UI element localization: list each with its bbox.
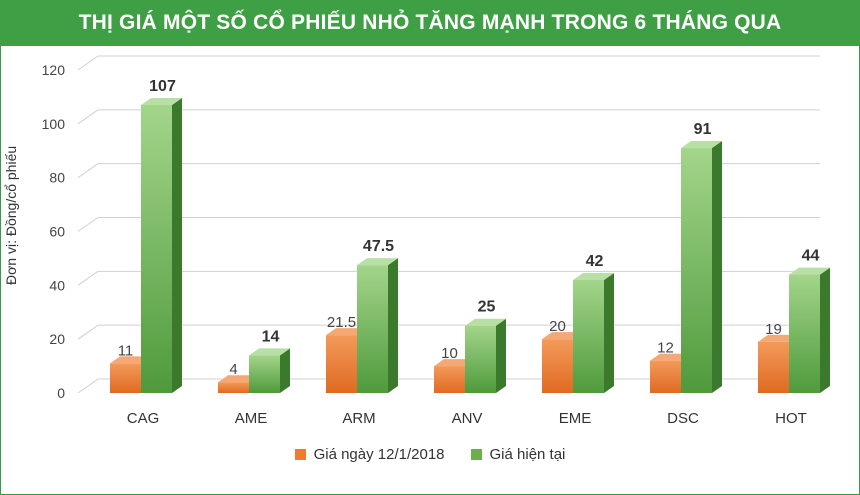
y-tick-label: 100 bbox=[42, 116, 66, 132]
bar-current-dsc-top bbox=[681, 141, 722, 149]
bar-current-anv-top bbox=[465, 318, 506, 326]
legend-swatch-previous bbox=[294, 448, 306, 460]
bar-current-ame-top bbox=[249, 348, 290, 356]
x-tick-label: DSC bbox=[667, 410, 699, 427]
y-tick-label: 60 bbox=[49, 224, 65, 240]
data-label-current: 44 bbox=[802, 248, 820, 265]
bar-current-eme-top bbox=[573, 272, 614, 280]
bar-current-eme bbox=[573, 279, 604, 393]
bar-previous-arm bbox=[326, 335, 357, 393]
bar-previous-eme-top bbox=[542, 332, 583, 340]
bar-current-hot-side bbox=[820, 267, 830, 393]
legend-item-previous: Giá ngày 12/1/2018 bbox=[294, 445, 445, 463]
data-label-previous: 4 bbox=[229, 361, 237, 378]
y-tick-label: 80 bbox=[49, 170, 65, 186]
bar-current-anv bbox=[465, 325, 496, 393]
data-label-previous: 10 bbox=[441, 345, 458, 362]
bar-previous-anv bbox=[434, 366, 465, 393]
bar-current-arm-side bbox=[388, 258, 398, 393]
bar-previous-anv-top bbox=[434, 359, 475, 367]
bar-previous-hot-top bbox=[758, 334, 799, 342]
x-tick-label: HOT bbox=[775, 410, 807, 427]
y-tick-label: 40 bbox=[49, 277, 65, 293]
x-tick-label: ANV bbox=[452, 410, 483, 427]
bars bbox=[110, 97, 830, 393]
bar-current-ame-side bbox=[280, 348, 290, 393]
data-label-current: 42 bbox=[586, 253, 604, 270]
bar-current-eme-side bbox=[604, 272, 614, 393]
bar-previous-cag-top bbox=[110, 356, 151, 364]
grid-diagonal bbox=[77, 55, 99, 71]
legend-item-current: Giá hiện tại bbox=[470, 445, 566, 463]
data-label-previous: 12 bbox=[657, 340, 674, 357]
data-label-previous: 19 bbox=[765, 321, 782, 338]
grid-diagonal bbox=[77, 217, 99, 232]
data-label-previous: 20 bbox=[549, 318, 566, 335]
grid-diagonal bbox=[77, 163, 99, 179]
y-tick-label: 20 bbox=[49, 331, 65, 347]
legend-label-previous: Giá ngày 12/1/2018 bbox=[313, 445, 445, 463]
y-tick-label: 120 bbox=[42, 62, 66, 78]
bar-current-ame bbox=[249, 355, 280, 393]
bar-current-cag bbox=[141, 104, 172, 393]
bar-current-cag-side bbox=[172, 97, 182, 393]
grid-diagonal bbox=[77, 270, 99, 286]
bar-current-hot-top bbox=[789, 267, 830, 275]
axis-labels: 0 20 40 60 80 100 120 CAG AME ARM ANV EME DSC HOT bbox=[42, 62, 807, 427]
data-labels: 11 107 4 14 21.5 47.5 10 25 20 42 12 91 19 44 bbox=[118, 78, 820, 378]
bar-previous-dsc-top bbox=[650, 353, 691, 361]
bar-current-anv-side bbox=[496, 318, 506, 393]
grid-diagonal bbox=[77, 378, 99, 394]
bar-previous-arm-top bbox=[326, 328, 367, 336]
x-tick-label: AME bbox=[235, 410, 268, 427]
data-label-current: 14 bbox=[262, 328, 280, 345]
x-tick-label: EME bbox=[559, 410, 592, 427]
bar-current-arm bbox=[357, 265, 388, 393]
data-label-current: 25 bbox=[478, 299, 496, 316]
legend: Giá ngày 12/1/2018 Giá hiện tại bbox=[0, 442, 860, 466]
bar-previous-ame-top bbox=[218, 375, 259, 383]
bar-previous-eme bbox=[542, 339, 573, 393]
legend-label-current: Giá hiện tại bbox=[489, 445, 566, 463]
legend-swatch-current bbox=[470, 448, 482, 460]
bar-previous-hot bbox=[758, 341, 789, 393]
data-label-current: 91 bbox=[694, 121, 712, 138]
data-label-current: 107 bbox=[149, 78, 176, 95]
y-tick-label: 0 bbox=[57, 385, 65, 401]
bar-previous-dsc bbox=[650, 360, 681, 393]
x-tick-label: CAG bbox=[127, 410, 160, 427]
data-label-previous: 11 bbox=[118, 342, 134, 359]
bar-current-arm-top bbox=[357, 258, 398, 266]
chart-title: THỊ GIÁ MỘT SỐ CỔ PHIẾU NHỎ TĂNG MẠNH TR… bbox=[0, 0, 860, 46]
bar-current-dsc-side bbox=[712, 141, 722, 393]
data-label-current: 47.5 bbox=[363, 238, 394, 255]
grid-diagonal bbox=[77, 109, 99, 125]
bar-previous-cag bbox=[110, 363, 141, 393]
bar-current-cag-top bbox=[141, 97, 182, 105]
bar-previous-ame bbox=[218, 382, 249, 393]
bar-current-hot bbox=[789, 274, 820, 393]
bar-current-dsc bbox=[681, 148, 712, 393]
data-label-previous: 21.5 bbox=[327, 314, 356, 331]
x-tick-label: ARM bbox=[342, 410, 375, 427]
grid-diagonal bbox=[77, 324, 99, 340]
